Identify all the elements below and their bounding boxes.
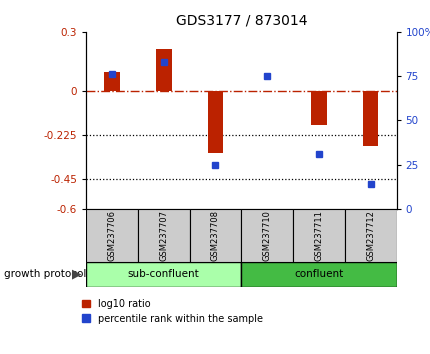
Text: growth protocol: growth protocol	[4, 269, 86, 279]
Text: sub-confluent: sub-confluent	[128, 269, 199, 279]
Bar	[86, 262, 241, 287]
Bar	[104, 72, 120, 91]
Bar	[292, 209, 344, 262]
Text: confluent: confluent	[294, 269, 343, 279]
Text: GSM237707: GSM237707	[159, 210, 168, 261]
Bar	[241, 262, 396, 287]
Bar	[189, 209, 241, 262]
Text: GSM237710: GSM237710	[262, 210, 271, 261]
Text: GSM237706: GSM237706	[108, 210, 116, 261]
Bar	[241, 209, 292, 262]
Bar	[207, 91, 223, 153]
Text: GSM237712: GSM237712	[366, 210, 374, 261]
Bar	[310, 91, 326, 125]
Bar	[138, 209, 189, 262]
Bar	[86, 209, 138, 262]
Bar	[362, 91, 378, 146]
Text: ▶: ▶	[72, 268, 82, 281]
Legend: log10 ratio, percentile rank within the sample: log10 ratio, percentile rank within the …	[82, 299, 262, 324]
Text: GSM237711: GSM237711	[314, 210, 322, 261]
Bar	[344, 209, 396, 262]
Bar	[156, 48, 171, 91]
Text: GSM237708: GSM237708	[211, 210, 219, 261]
Title: GDS3177 / 873014: GDS3177 / 873014	[175, 14, 307, 28]
